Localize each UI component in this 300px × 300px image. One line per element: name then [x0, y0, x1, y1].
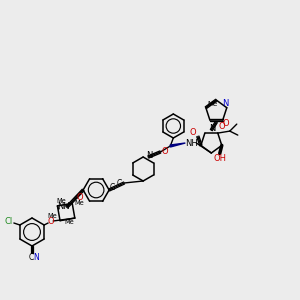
Polygon shape	[170, 143, 185, 147]
Text: O: O	[190, 128, 196, 137]
Text: Me: Me	[208, 101, 218, 107]
Text: C: C	[110, 182, 115, 191]
Text: O: O	[218, 122, 225, 130]
Text: N: N	[209, 124, 215, 133]
Text: O: O	[161, 146, 168, 155]
Text: O: O	[48, 218, 54, 226]
Text: NH: NH	[57, 202, 70, 211]
Text: Me: Me	[64, 219, 74, 225]
Text: OH: OH	[213, 154, 226, 163]
Text: Me: Me	[47, 213, 57, 219]
Text: NH: NH	[185, 139, 198, 148]
Text: Me: Me	[57, 198, 66, 204]
Text: C: C	[116, 179, 122, 188]
Text: N: N	[33, 254, 39, 262]
Text: N: N	[146, 151, 152, 160]
Text: C: C	[28, 254, 34, 262]
Text: Me: Me	[74, 200, 84, 206]
Text: Cl: Cl	[5, 218, 13, 226]
Text: O: O	[77, 194, 83, 202]
Text: O: O	[223, 118, 229, 127]
Text: N: N	[223, 99, 229, 108]
